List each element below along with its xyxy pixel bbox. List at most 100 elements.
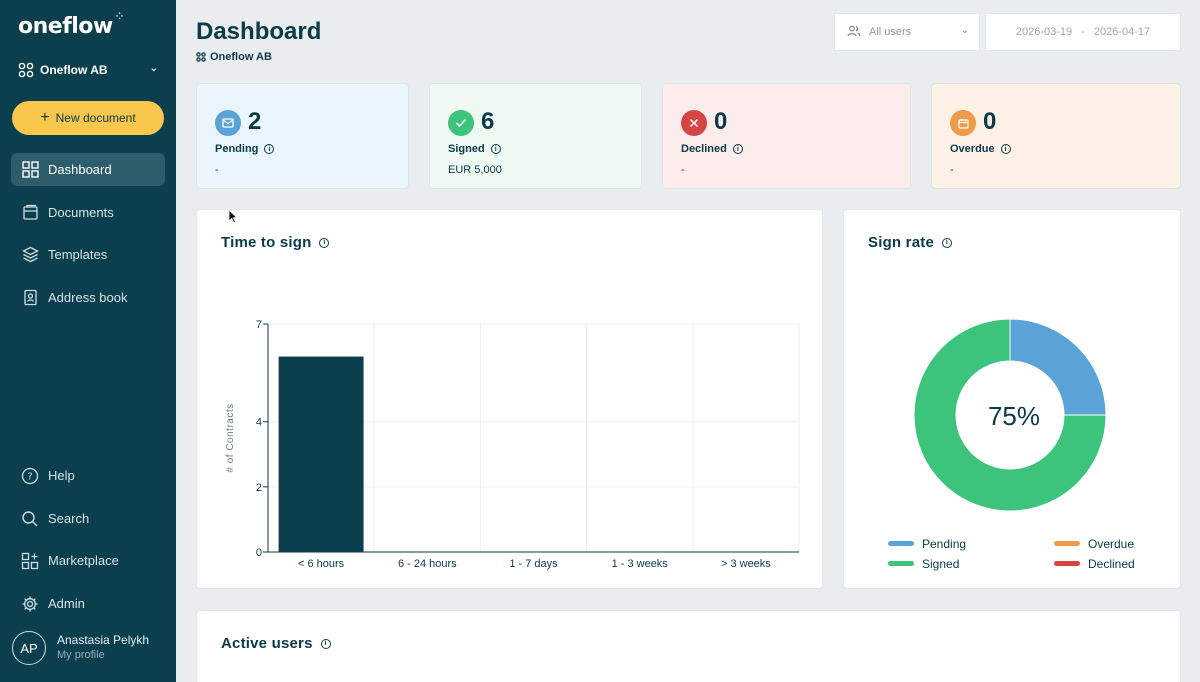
avatar: AP bbox=[12, 631, 46, 665]
panel-title: Time to sign i bbox=[221, 234, 330, 251]
info-icon[interactable]: i bbox=[264, 144, 275, 154]
sidebar-item-label: Help bbox=[48, 468, 75, 483]
dashboard-icon bbox=[21, 161, 39, 179]
sidebar-item-marketplace[interactable]: Marketplace bbox=[11, 544, 165, 577]
y-tick-label: 0 bbox=[256, 547, 262, 559]
page-subtitle: Oneflow AB bbox=[196, 51, 272, 63]
sidebar-item-label: Marketplace bbox=[48, 553, 119, 568]
legend-swatch bbox=[888, 541, 914, 546]
close-icon bbox=[681, 110, 707, 136]
date-range-picker[interactable]: 2026-03-19 - 2026-04-17 bbox=[985, 13, 1181, 51]
calendar-icon bbox=[950, 110, 976, 136]
documents-icon bbox=[21, 204, 39, 222]
profile-link: My profile bbox=[57, 649, 105, 661]
templates-icon bbox=[21, 246, 39, 264]
org-name: Oneflow AB bbox=[40, 63, 108, 77]
chevron-down-icon: ⌄ bbox=[960, 25, 969, 36]
panel-title: Sign rate i bbox=[868, 234, 952, 251]
bar bbox=[278, 356, 364, 552]
chevron-down-icon: ⌄ bbox=[149, 63, 158, 74]
address-book-icon bbox=[21, 289, 39, 307]
y-tick-label: 7 bbox=[256, 319, 262, 331]
sidebar-item-label: Documents bbox=[48, 205, 114, 220]
info-icon[interactable]: i bbox=[732, 144, 743, 154]
stat-value: 6 bbox=[481, 108, 495, 135]
profile-menu[interactable]: AP Anastasia Pelykh My profile bbox=[12, 631, 172, 665]
plus-icon: + bbox=[40, 109, 50, 126]
legend-swatch bbox=[1054, 561, 1080, 566]
sidebar-item-templates[interactable]: Templates bbox=[11, 238, 165, 271]
donut-center-label: 75% bbox=[988, 401, 1040, 431]
info-icon[interactable]: i bbox=[1000, 144, 1011, 154]
y-axis-label: # of Contracts bbox=[225, 403, 236, 472]
stat-label: Signed i bbox=[448, 143, 501, 155]
org-name: Oneflow AB bbox=[210, 51, 272, 63]
sidebar-item-label: Address book bbox=[48, 290, 128, 305]
new-document-button[interactable]: + New document bbox=[12, 101, 164, 135]
page-title: Dashboard bbox=[196, 18, 322, 45]
sidebar-item-search[interactable]: Search bbox=[11, 502, 165, 535]
stat-card-overdue[interactable]: 0 Overdue i - bbox=[931, 83, 1181, 189]
stat-sub: - bbox=[681, 164, 685, 176]
info-icon[interactable]: i bbox=[941, 237, 952, 248]
users-filter-select[interactable]: All users ⌄ bbox=[834, 13, 980, 51]
stat-sub: EUR 5,000 bbox=[448, 164, 502, 176]
oneflow-logo[interactable]: oneflow ⁘ bbox=[18, 12, 123, 39]
legend-swatch bbox=[888, 561, 914, 566]
check-icon bbox=[448, 110, 474, 136]
panel-title-text: Time to sign bbox=[221, 234, 312, 251]
sidebar-item-label: Dashboard bbox=[48, 162, 112, 177]
legend-label: Pending bbox=[922, 537, 966, 551]
y-tick-label: 4 bbox=[256, 417, 262, 429]
sign-rate-panel: Sign rate i 75% Pending Overdue Signed Decli… bbox=[843, 209, 1181, 589]
stat-label-text: Overdue bbox=[950, 143, 995, 155]
search-icon bbox=[21, 510, 39, 528]
stat-card-pending[interactable]: 2 Pending i - bbox=[196, 83, 409, 189]
info-icon[interactable]: i bbox=[320, 638, 331, 649]
stat-sub: - bbox=[950, 164, 954, 176]
stat-label: Pending i bbox=[215, 143, 275, 155]
x-tick-label: 6 - 24 hours bbox=[398, 558, 457, 570]
stat-label: Overdue i bbox=[950, 143, 1011, 155]
sign-rate-chart: 75% Pending Overdue Signed Declined bbox=[888, 318, 1135, 571]
date-from[interactable]: 2026-03-19 bbox=[1015, 26, 1073, 38]
x-tick-label: 1 - 3 weeks bbox=[612, 558, 669, 570]
legend-swatch bbox=[1054, 541, 1080, 546]
org-icon bbox=[18, 62, 34, 78]
sidebar-item-label: Templates bbox=[48, 247, 108, 262]
org-selector[interactable]: Oneflow AB ⌄ bbox=[18, 60, 160, 80]
legend-label: Declined bbox=[1088, 557, 1135, 571]
sidebar-item-dashboard[interactable]: Dashboard bbox=[11, 153, 165, 186]
donut-slice-signed bbox=[913, 318, 1107, 512]
date-to[interactable]: 2026-04-17 bbox=[1093, 26, 1151, 38]
info-icon[interactable]: i bbox=[319, 237, 330, 248]
sidebar-item-help[interactable]: ? Help bbox=[11, 459, 165, 492]
logo-dots-icon: ⁘ bbox=[115, 12, 124, 22]
x-tick-label: > 3 weeks bbox=[721, 558, 771, 570]
stat-label-text: Declined bbox=[681, 143, 727, 155]
sidebar-item-label: Search bbox=[48, 511, 90, 526]
gear-icon bbox=[21, 595, 39, 613]
sidebar-item-address-book[interactable]: Address book bbox=[11, 281, 165, 314]
stat-value: 2 bbox=[248, 108, 262, 135]
svg-text:?: ? bbox=[27, 471, 32, 482]
new-document-label: New document bbox=[55, 111, 136, 125]
stat-label-text: Signed bbox=[448, 143, 485, 155]
info-icon[interactable]: i bbox=[490, 144, 501, 154]
marketplace-icon bbox=[21, 552, 39, 570]
help-icon: ? bbox=[21, 467, 39, 485]
active-users-panel: Active users i bbox=[196, 610, 1181, 682]
mouse-cursor-icon bbox=[228, 209, 238, 224]
donut-slice-pending bbox=[1009, 318, 1107, 416]
users-filter-value: All users bbox=[869, 26, 912, 38]
sidebar-item-documents[interactable]: Documents bbox=[11, 196, 165, 229]
sidebar: oneflow ⁘ Oneflow AB ⌄ + New document Das… bbox=[0, 0, 176, 682]
stat-card-declined[interactable]: 0 Declined i - bbox=[662, 83, 911, 189]
time-to-sign-panel: Time to sign i 0 2 4 7 < 6 hours 6 - 24 hours… bbox=[196, 209, 823, 589]
sidebar-item-admin[interactable]: Admin bbox=[11, 587, 165, 620]
stat-card-signed[interactable]: 6 Signed i EUR 5,000 bbox=[429, 83, 642, 189]
panel-title-text: Sign rate bbox=[868, 234, 934, 251]
stat-sub: - bbox=[215, 164, 219, 176]
logo-text: oneflow bbox=[18, 14, 113, 39]
stat-value: 0 bbox=[983, 108, 997, 135]
